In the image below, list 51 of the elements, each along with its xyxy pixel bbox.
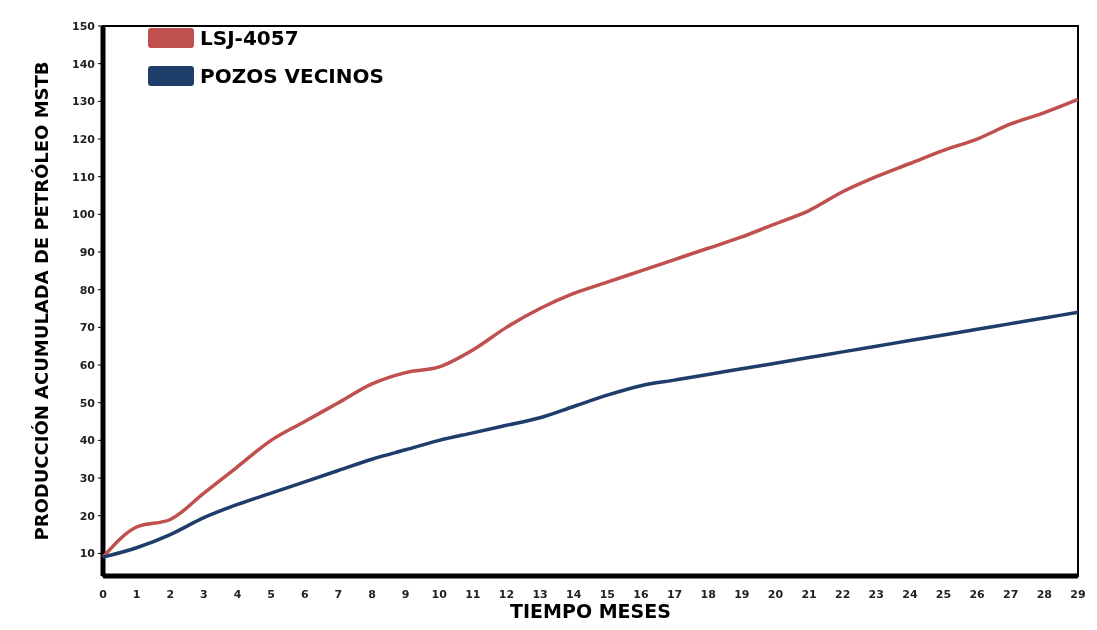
y-tick-label: 150 <box>72 19 96 33</box>
y-tick-label: 40 <box>79 434 96 448</box>
x-tick-label: 22 <box>835 588 851 601</box>
x-tick-label: 10 <box>431 588 448 601</box>
x-tick-label: 7 <box>334 588 343 601</box>
y-tick-label: 100 <box>72 208 96 222</box>
x-tick-label: 23 <box>868 588 884 601</box>
x-tick-label: 16 <box>633 588 649 601</box>
y-tick-label: 10 <box>79 547 96 561</box>
x-tick-label: 8 <box>368 588 376 601</box>
y-tick-label: 140 <box>72 57 96 71</box>
x-tick-label: 9 <box>401 588 410 601</box>
y-tick-label: 60 <box>79 358 96 372</box>
x-tick-label: 17 <box>666 588 683 601</box>
x-tick-label: 18 <box>700 588 716 601</box>
x-tick-label: 21 <box>801 588 817 601</box>
x-tick-label: 13 <box>532 588 548 601</box>
x-tick-label: 2 <box>166 588 175 601</box>
x-tick-label: 4 <box>233 588 242 601</box>
line-series <box>101 97 1080 559</box>
x-tick-label: 15 <box>599 588 615 601</box>
x-tick-label: 28 <box>1036 588 1053 601</box>
x-tick-label: 26 <box>969 588 986 601</box>
y-tick-label: 120 <box>72 132 96 146</box>
y-tick-label: 20 <box>79 509 96 523</box>
x-tick-label: 14 <box>566 588 582 601</box>
legend-label: LSJ-4057 <box>200 26 299 50</box>
x-tick-label: 25 <box>935 588 952 601</box>
x-tick-label: 11 <box>465 588 481 601</box>
y-axis-title: PRODUCCIÓN ACUMULADA DE PETRÓLEO MSTB <box>31 61 52 541</box>
y-tick-label: 90 <box>79 245 96 259</box>
y-tick-label: 30 <box>79 471 96 485</box>
legend-label: POZOS VECINOS <box>200 64 384 88</box>
x-tick-label: 3 <box>200 588 208 601</box>
x-tick-label: 27 <box>1003 588 1019 601</box>
x-tick-label: 6 <box>300 588 309 601</box>
x-tick-label: 29 <box>1070 588 1086 601</box>
x-tick-label: 24 <box>902 588 918 601</box>
line-series <box>101 310 1080 559</box>
y-tick-label: 80 <box>79 283 96 297</box>
x-tick-label: 1 <box>132 588 141 601</box>
y-tick-label: 70 <box>79 321 96 335</box>
x-tick-label: 12 <box>498 588 515 601</box>
x-axis-title: TIEMPO MESES <box>510 600 671 622</box>
y-tick-label: 130 <box>72 95 96 109</box>
x-tick-label: 0 <box>99 588 108 601</box>
x-tick-label: 5 <box>267 588 275 601</box>
y-tick-label: 50 <box>79 396 96 410</box>
x-tick-label: 20 <box>767 588 784 601</box>
x-tick-label: 19 <box>734 588 750 601</box>
y-tick-label: 110 <box>72 170 96 184</box>
